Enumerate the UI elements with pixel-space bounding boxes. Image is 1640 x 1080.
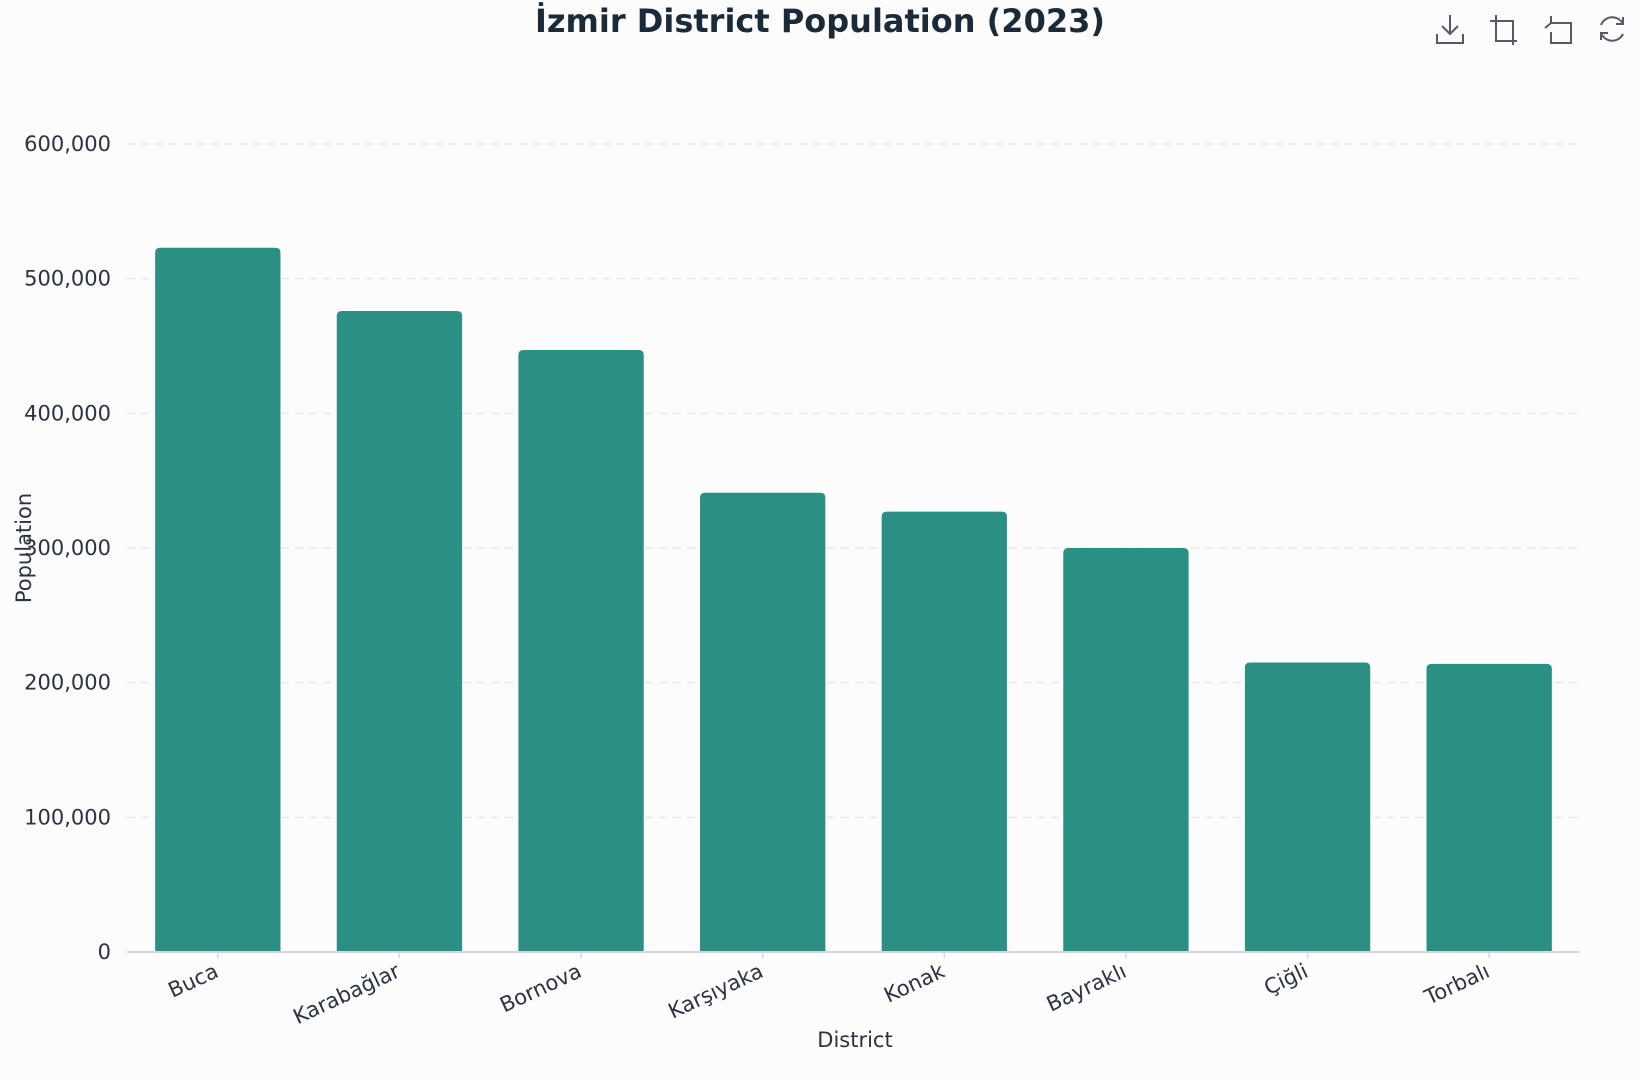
bar-karabağlar[interactable] <box>336 310 463 952</box>
y-tick-label: 300,000 <box>24 536 111 560</box>
bar-bornova[interactable] <box>518 350 644 952</box>
x-tick-label: Konak <box>880 958 949 1007</box>
chart-title: İzmir District Population (2023) <box>535 2 1105 40</box>
undo-icon[interactable] <box>1542 12 1574 46</box>
bar-torbalı[interactable] <box>1426 663 1552 952</box>
x-tick-label: Bayraklı <box>1043 959 1130 1017</box>
x-tick-label: Karşıyaka <box>665 959 767 1024</box>
bar-karşıyaka[interactable] <box>700 492 826 952</box>
y-tick-label: 500,000 <box>24 267 111 291</box>
x-axis-title: District <box>817 1028 892 1052</box>
y-tick-label: 0 <box>98 940 111 964</box>
y-axis-title: Population <box>12 493 36 603</box>
bar-konak[interactable] <box>881 511 1007 952</box>
x-tick-label: Çiğli <box>1260 959 1311 1000</box>
x-tick-label: Bornova <box>496 959 585 1018</box>
y-tick-label: 100,000 <box>24 805 111 829</box>
x-tick-label: Buca <box>165 959 222 1003</box>
chart-toolbox <box>1434 12 1628 46</box>
x-tick-label: Torbalı <box>1420 959 1493 1010</box>
bar-buca[interactable] <box>155 247 281 952</box>
bar-çiğli[interactable] <box>1244 662 1371 952</box>
bar-bayraklı[interactable] <box>1063 548 1189 952</box>
crop-icon[interactable] <box>1488 12 1520 46</box>
y-tick-label: 600,000 <box>24 132 111 156</box>
bars <box>155 247 1552 952</box>
y-tick-label: 200,000 <box>24 671 111 695</box>
download-icon[interactable] <box>1434 12 1466 46</box>
refresh-icon[interactable] <box>1596 12 1628 46</box>
x-tick-label: Karabağlar <box>290 959 404 1029</box>
y-tick-label: 400,000 <box>24 401 111 425</box>
